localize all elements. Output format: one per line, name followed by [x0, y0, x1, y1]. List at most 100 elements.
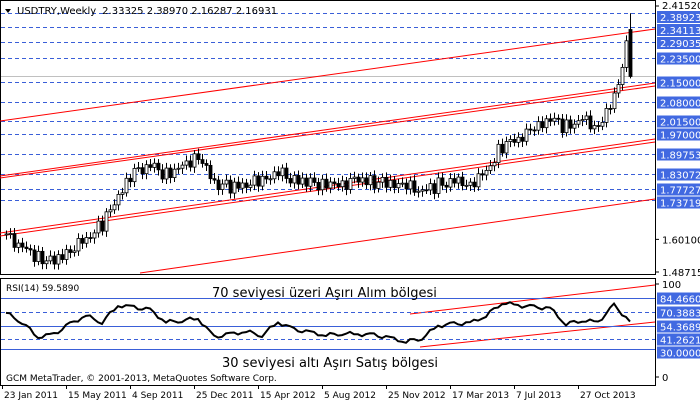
- candle[interactable]: [216, 175, 221, 196]
- candle[interactable]: [264, 170, 269, 184]
- candle[interactable]: [188, 155, 193, 172]
- candle[interactable]: [72, 245, 77, 257]
- candle[interactable]: [456, 173, 461, 189]
- candle[interactable]: [316, 177, 321, 196]
- candle[interactable]: [180, 161, 185, 174]
- candle[interactable]: [436, 172, 441, 198]
- candle[interactable]: [496, 139, 501, 169]
- candle[interactable]: [320, 174, 325, 196]
- candle[interactable]: [208, 160, 213, 184]
- candle[interactable]: [236, 176, 241, 192]
- candle[interactable]: [284, 162, 289, 184]
- candle[interactable]: [96, 215, 101, 238]
- candle[interactable]: [120, 187, 125, 200]
- candle[interactable]: [296, 170, 301, 190]
- candle[interactable]: [220, 179, 225, 195]
- candle[interactable]: [340, 175, 345, 192]
- candle[interactable]: [472, 177, 477, 192]
- candle[interactable]: [336, 177, 341, 191]
- candle[interactable]: [172, 163, 177, 182]
- trend-line[interactable]: [139, 198, 656, 274]
- candle[interactable]: [204, 159, 209, 172]
- candle[interactable]: [76, 233, 81, 256]
- candle[interactable]: [560, 114, 565, 138]
- candle[interactable]: [304, 173, 309, 192]
- candle[interactable]: [292, 171, 297, 189]
- candle[interactable]: [428, 178, 433, 196]
- candle[interactable]: [464, 179, 469, 190]
- candle[interactable]: [352, 171, 357, 184]
- candle[interactable]: [528, 123, 533, 135]
- candle[interactable]: [388, 174, 393, 192]
- candle[interactable]: [448, 173, 453, 192]
- candle[interactable]: [612, 87, 617, 113]
- candle[interactable]: [372, 170, 377, 194]
- trend-line[interactable]: [0, 28, 656, 122]
- trend-line[interactable]: [0, 141, 656, 237]
- candle[interactable]: [484, 165, 489, 181]
- candle[interactable]: [200, 153, 205, 168]
- candle[interactable]: [356, 173, 361, 188]
- candle[interactable]: [272, 166, 277, 184]
- candle[interactable]: [444, 181, 449, 193]
- candle[interactable]: [504, 136, 509, 159]
- candle[interactable]: [228, 175, 233, 199]
- candle[interactable]: [12, 228, 17, 252]
- candle[interactable]: [112, 199, 117, 214]
- candle[interactable]: [28, 244, 33, 256]
- candle[interactable]: [308, 173, 313, 192]
- candle[interactable]: [152, 158, 157, 173]
- candle[interactable]: [404, 178, 409, 195]
- candle[interactable]: [360, 172, 365, 187]
- candle[interactable]: [44, 256, 49, 270]
- candle[interactable]: [592, 120, 597, 135]
- candle[interactable]: [196, 148, 201, 165]
- candle[interactable]: [68, 245, 73, 259]
- candle[interactable]: [596, 121, 601, 132]
- candle[interactable]: [128, 173, 133, 188]
- candle[interactable]: [568, 115, 573, 134]
- candle[interactable]: [168, 164, 173, 184]
- candle[interactable]: [536, 116, 541, 135]
- candle[interactable]: [344, 176, 349, 196]
- candle[interactable]: [520, 133, 525, 147]
- candle[interactable]: [580, 114, 585, 127]
- candle[interactable]: [192, 150, 197, 173]
- candle[interactable]: [400, 177, 405, 188]
- candle[interactable]: [212, 172, 217, 184]
- candle[interactable]: [608, 104, 613, 115]
- candle[interactable]: [116, 190, 121, 211]
- candle[interactable]: [628, 13, 633, 79]
- candle[interactable]: [276, 166, 281, 181]
- candle[interactable]: [616, 79, 621, 98]
- candle[interactable]: [548, 113, 553, 127]
- candle[interactable]: [40, 246, 45, 270]
- candle[interactable]: [64, 244, 69, 265]
- candle[interactable]: [408, 176, 413, 195]
- trend-line[interactable]: [409, 284, 656, 315]
- candle[interactable]: [604, 103, 609, 128]
- candle[interactable]: [348, 172, 353, 194]
- candle[interactable]: [280, 164, 285, 182]
- candle[interactable]: [156, 159, 161, 176]
- candle[interactable]: [104, 208, 109, 237]
- candle[interactable]: [440, 172, 445, 191]
- candle[interactable]: [16, 239, 21, 254]
- candle[interactable]: [60, 248, 65, 264]
- candle[interactable]: [480, 169, 485, 181]
- candle[interactable]: [20, 237, 25, 253]
- candle[interactable]: [80, 234, 85, 249]
- candle[interactable]: [300, 172, 305, 188]
- candle[interactable]: [544, 115, 549, 134]
- candle[interactable]: [420, 185, 425, 197]
- candle[interactable]: [576, 114, 581, 128]
- candle[interactable]: [108, 204, 113, 217]
- candle[interactable]: [328, 177, 333, 194]
- candle[interactable]: [48, 250, 53, 265]
- candle[interactable]: [620, 63, 625, 91]
- trend-line[interactable]: [0, 85, 656, 179]
- candle[interactable]: [92, 229, 97, 244]
- candle[interactable]: [540, 116, 545, 133]
- candle[interactable]: [124, 172, 129, 197]
